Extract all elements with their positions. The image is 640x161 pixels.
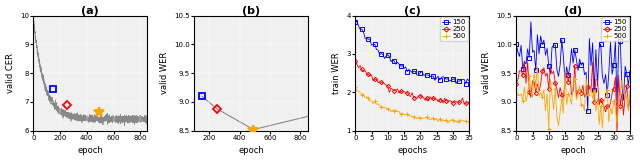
500 [355, 90, 362, 92]
Line: 500: 500 [354, 86, 470, 124]
250 [465, 101, 473, 103]
150 [623, 73, 630, 75]
500 [584, 94, 591, 96]
250 [613, 132, 621, 134]
Title: (d): (d) [564, 6, 582, 16]
Title: (c): (c) [404, 6, 420, 16]
150 [351, 21, 359, 23]
500 [384, 108, 392, 110]
250 [355, 67, 362, 69]
Line: 150: 150 [515, 20, 632, 113]
500 [545, 128, 552, 130]
500 [516, 95, 524, 97]
250 [516, 70, 524, 72]
150 [369, 44, 377, 46]
500 [438, 120, 445, 122]
250 [459, 97, 467, 99]
X-axis label: epochs: epochs [397, 147, 428, 155]
250 [623, 85, 630, 87]
Legend: 150, 250, 500: 150, 250, 500 [601, 17, 628, 41]
250 [524, 61, 531, 63]
150 [456, 80, 463, 82]
Line: 500: 500 [515, 65, 632, 130]
Y-axis label: valid CER: valid CER [6, 53, 15, 93]
Title: (a): (a) [81, 6, 99, 16]
X-axis label: epoch: epoch [238, 147, 264, 155]
150 [460, 78, 468, 80]
150 [421, 74, 429, 76]
150 [527, 21, 535, 23]
250 [351, 60, 359, 62]
150 [516, 55, 524, 57]
250 [420, 97, 428, 99]
500 [571, 78, 579, 80]
150 [513, 43, 520, 45]
150 [462, 83, 470, 85]
150 [584, 110, 591, 112]
250 [438, 99, 445, 101]
Legend: 150, 250, 500: 150, 250, 500 [440, 17, 468, 41]
Line: 150: 150 [354, 20, 470, 85]
500 [465, 122, 473, 123]
500 [420, 117, 428, 119]
150 [465, 80, 473, 82]
150 [626, 69, 634, 71]
150 [531, 49, 538, 51]
250 [460, 103, 468, 105]
250 [626, 96, 634, 98]
150 [582, 71, 590, 73]
500 [406, 115, 414, 117]
Y-axis label: valid WER: valid WER [482, 52, 491, 94]
Y-axis label: valid WER: valid WER [160, 52, 169, 94]
250 [406, 96, 414, 98]
250 [582, 93, 590, 95]
150 [356, 28, 364, 30]
500 [529, 96, 536, 98]
Line: 250: 250 [354, 60, 470, 105]
500 [351, 86, 359, 88]
500 [534, 66, 541, 68]
250 [384, 85, 392, 87]
X-axis label: epoch: epoch [560, 147, 586, 155]
500 [618, 79, 626, 81]
150 [618, 85, 626, 86]
250 [513, 83, 520, 85]
500 [460, 120, 468, 122]
500 [623, 97, 630, 99]
150 [353, 20, 361, 22]
X-axis label: epoch: epoch [77, 147, 103, 155]
500 [626, 89, 634, 91]
500 [513, 94, 520, 96]
250 [570, 90, 577, 92]
Y-axis label: train WER: train WER [332, 52, 341, 94]
500 [444, 122, 452, 124]
250 [618, 93, 626, 95]
150 [570, 62, 577, 64]
Title: (b): (b) [242, 6, 260, 16]
150 [408, 71, 416, 73]
250 [531, 81, 538, 83]
Line: 250: 250 [515, 60, 632, 134]
